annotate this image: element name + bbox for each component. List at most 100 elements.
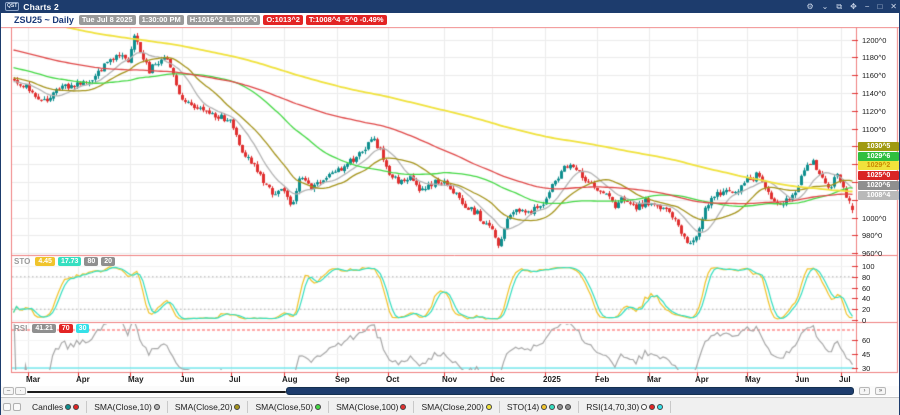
legend-item-candles[interactable]: Candles bbox=[25, 401, 87, 413]
sto-d-value-badge: 17.73 bbox=[58, 257, 82, 266]
sto-tick-label: 20 bbox=[862, 305, 870, 314]
chart-canvas[interactable] bbox=[1, 0, 900, 415]
window-titlebar[interactable]: QST Charts 2 ⚙ ⌄ ⧉ ✥ − □ ✕ bbox=[1, 0, 900, 13]
sto-tick-label: 60 bbox=[862, 284, 870, 293]
study-color-dot bbox=[486, 404, 492, 410]
sto-lower-badge: 20 bbox=[101, 257, 115, 266]
price-scale-badge: 1025^0 bbox=[858, 171, 899, 180]
legend-item-label: RSI(14,70,30) bbox=[586, 402, 639, 412]
time-tick-label: Oct bbox=[386, 375, 399, 384]
time-tick-label: Aug bbox=[282, 375, 298, 384]
date-badge: Tue Jul 8 2025 bbox=[79, 15, 136, 25]
legend-item-label: SMA(Close,50) bbox=[255, 402, 313, 412]
price-tick-label: 1000^0 bbox=[862, 214, 886, 223]
price-scale-badge: 1008^4 bbox=[858, 191, 899, 200]
legend-item-label: SMA(Close,100) bbox=[336, 402, 398, 412]
legend-item-sma-close-200-[interactable]: SMA(Close,200) bbox=[414, 401, 499, 413]
legend-item-sma-close-20-[interactable]: SMA(Close,20) bbox=[168, 401, 249, 413]
price-tick-label: 1140^0 bbox=[862, 89, 886, 98]
study-color-dot bbox=[649, 404, 655, 410]
scroll-reset-button[interactable]: · bbox=[15, 387, 26, 395]
sto-tick-label: 0 bbox=[862, 316, 866, 325]
time-badge: 1:30:00 PM bbox=[139, 15, 184, 25]
rsi-tick-label: 30 bbox=[862, 364, 870, 373]
price-tick-label: 1160^0 bbox=[862, 71, 886, 80]
chart-header: ZSU25 ~ Daily Tue Jul 8 2025 1:30:00 PM … bbox=[1, 13, 900, 27]
time-tick-label: Sep bbox=[335, 375, 350, 384]
symbol-timeframe-label[interactable]: ZSU25 ~ Daily bbox=[14, 15, 74, 25]
legend-corner-button-2[interactable] bbox=[13, 403, 21, 411]
scrollbar-thumb[interactable] bbox=[286, 387, 854, 395]
time-tick-label: Mar bbox=[26, 375, 40, 384]
legend-item-sma-close-50-[interactable]: SMA(Close,50) bbox=[248, 401, 329, 413]
scroll-right-button[interactable]: › bbox=[859, 387, 870, 395]
rsi-tick-label: 45 bbox=[862, 350, 870, 359]
time-tick-label: May bbox=[745, 375, 761, 384]
chart-window: QST Charts 2 ⚙ ⌄ ⧉ ✥ − □ ✕ ZSU25 ~ Daily… bbox=[0, 0, 900, 415]
gear-icon[interactable]: ⚙ bbox=[806, 2, 813, 12]
rsi-tick-label: 60 bbox=[862, 336, 870, 345]
window-controls: ⚙ ⌄ ⧉ ✥ − □ ✕ bbox=[806, 2, 897, 12]
price-tick-label: 1200^0 bbox=[862, 36, 886, 45]
study-color-dot bbox=[73, 404, 79, 410]
price-tick-label: 1120^0 bbox=[862, 107, 886, 116]
price-scale-badge: 1029^2 bbox=[858, 161, 899, 170]
price-tick-label: 1100^0 bbox=[862, 125, 886, 134]
chart-scrollbar: ‒ · › » bbox=[1, 386, 900, 396]
last-change-badge: T:1008^4 -5^0 -0.49% bbox=[306, 15, 387, 25]
study-color-dot bbox=[315, 404, 321, 410]
time-tick-label: Jul bbox=[229, 375, 241, 384]
price-tick-label: 1180^0 bbox=[862, 53, 886, 62]
legend-item-label: SMA(Close,20) bbox=[175, 402, 233, 412]
study-color-dot bbox=[565, 404, 571, 410]
time-tick-label: May bbox=[128, 375, 144, 384]
price-scale-badge: 1029^6 bbox=[858, 152, 899, 161]
sto-tick-label: 80 bbox=[862, 273, 870, 282]
app-logo-icon: QST bbox=[5, 2, 19, 11]
chevron-down-icon[interactable]: ⌄ bbox=[822, 2, 829, 12]
time-tick-label: Jun bbox=[180, 375, 194, 384]
sto-tick-label: 40 bbox=[862, 294, 870, 303]
move-icon[interactable]: ✥ bbox=[850, 2, 857, 12]
legend-item-label: SMA(Close,10) bbox=[94, 402, 152, 412]
rsi-upper-badge: 70 bbox=[59, 324, 73, 333]
sto-tick-label: 100 bbox=[862, 262, 875, 271]
time-tick-label: Dec bbox=[490, 375, 505, 384]
legend-item-sma-close-100-[interactable]: SMA(Close,100) bbox=[329, 401, 414, 413]
time-tick-label: Mar bbox=[647, 375, 661, 384]
time-tick-label: Jun bbox=[795, 375, 809, 384]
rsi-label: RSI bbox=[14, 324, 27, 333]
time-tick-label: Jul bbox=[839, 375, 851, 384]
study-color-dot bbox=[557, 404, 563, 410]
study-color-dot bbox=[65, 404, 71, 410]
study-color-dot bbox=[541, 404, 547, 410]
study-color-dot bbox=[234, 404, 240, 410]
scrollbar-track[interactable] bbox=[27, 391, 286, 393]
sto-upper-badge: 80 bbox=[84, 257, 98, 266]
legend-item-sma-close-10-[interactable]: SMA(Close,10) bbox=[87, 401, 168, 413]
legend-item-sto-14-[interactable]: STO(14) bbox=[500, 401, 579, 413]
scroll-end-button[interactable]: » bbox=[875, 387, 886, 395]
open-badge: O:1013^2 bbox=[263, 15, 303, 25]
study-color-dot bbox=[657, 404, 663, 410]
maximize-button[interactable]: □ bbox=[877, 2, 882, 12]
scroll-zoom-out-button[interactable]: ‒ bbox=[3, 387, 14, 395]
close-button[interactable]: ✕ bbox=[890, 2, 897, 12]
legend-item-label: SMA(Close,200) bbox=[421, 402, 483, 412]
time-tick-label: Feb bbox=[595, 375, 609, 384]
window-title: Charts 2 bbox=[23, 2, 59, 12]
study-color-dot bbox=[641, 404, 647, 410]
price-scale-badge: 1020^6 bbox=[858, 181, 899, 190]
study-color-dot bbox=[400, 404, 406, 410]
sto-k-value-badge: 4.45 bbox=[35, 257, 55, 266]
price-scale-badge: 1030^5 bbox=[858, 142, 899, 151]
time-tick-label: Nov bbox=[442, 375, 457, 384]
rsi-value-badge: 41.21 bbox=[32, 324, 56, 333]
study-color-dot bbox=[154, 404, 160, 410]
legend-item-rsi-14-70-30-[interactable]: RSI(14,70,30) bbox=[579, 401, 671, 413]
minimize-button[interactable]: − bbox=[865, 2, 870, 12]
legend-corner-button-1[interactable] bbox=[3, 403, 11, 411]
popout-icon[interactable]: ⧉ bbox=[836, 2, 842, 12]
rsi-lower-badge: 30 bbox=[76, 324, 90, 333]
sto-panel-header: STO 4.45 17.73 80 20 bbox=[14, 257, 115, 266]
